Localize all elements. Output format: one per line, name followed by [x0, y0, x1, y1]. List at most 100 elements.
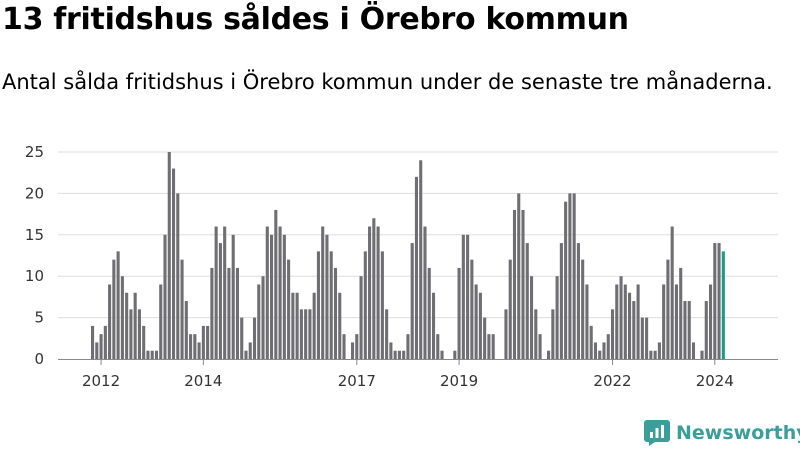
bar — [632, 301, 636, 359]
bar — [244, 350, 248, 359]
bar — [363, 251, 367, 359]
bar — [657, 342, 661, 359]
x-tick-label: 2014 — [184, 372, 222, 390]
bar — [636, 284, 640, 359]
bar — [193, 334, 197, 359]
y-tick-label: 10 — [25, 267, 44, 285]
bar — [308, 309, 312, 359]
bar — [419, 160, 423, 359]
bar — [248, 342, 252, 359]
bar — [402, 350, 406, 359]
bar — [299, 309, 303, 359]
bar — [282, 234, 286, 359]
bar — [265, 226, 269, 359]
data-label: 13 — [743, 0, 763, 4]
bar — [504, 309, 508, 359]
chart-subtitle: Antal sålda fritidshus i Örebro kommun u… — [2, 70, 773, 94]
bar — [270, 234, 274, 359]
bar — [223, 226, 227, 359]
bar — [321, 226, 325, 359]
bar — [713, 243, 717, 359]
bar — [406, 334, 410, 359]
bar — [189, 334, 193, 359]
bar — [547, 350, 551, 359]
bar — [167, 152, 171, 359]
newsworthy-logo-icon — [644, 420, 670, 446]
bar — [201, 325, 205, 359]
bar — [103, 325, 107, 359]
bar — [687, 301, 691, 359]
bar — [478, 292, 482, 359]
bar — [368, 226, 372, 359]
bar — [142, 325, 146, 359]
y-tick-label: 25 — [25, 143, 44, 161]
bar — [112, 259, 116, 359]
bar — [670, 226, 674, 359]
x-tick-label: 2022 — [593, 372, 631, 390]
bar — [108, 284, 112, 359]
x-tick-label: 2012 — [82, 372, 120, 390]
bar — [517, 193, 521, 359]
bar — [414, 176, 419, 359]
bar — [615, 284, 619, 359]
bar — [376, 226, 380, 359]
bar — [146, 350, 150, 359]
bar — [628, 292, 632, 359]
bar — [666, 259, 670, 359]
bars — [91, 152, 725, 359]
bar — [137, 309, 141, 359]
bar — [227, 267, 231, 359]
bar — [333, 267, 338, 359]
bar — [679, 267, 683, 359]
bar — [653, 350, 657, 359]
bar — [483, 317, 487, 359]
brand-name: Newsworthy — [676, 422, 800, 444]
bar — [116, 251, 120, 359]
bar — [700, 350, 704, 359]
bar — [619, 276, 623, 359]
bar — [512, 209, 517, 359]
x-tick-label: 2017 — [338, 372, 376, 390]
bar — [576, 243, 580, 359]
bar — [129, 309, 133, 359]
bar — [529, 276, 534, 359]
bar — [683, 301, 687, 359]
bar — [257, 284, 261, 359]
bar — [261, 276, 265, 359]
bar — [214, 226, 218, 359]
bar — [180, 259, 184, 359]
bar — [602, 342, 606, 359]
bar — [231, 234, 235, 359]
bar — [295, 292, 299, 359]
bar — [91, 325, 95, 359]
bar — [581, 259, 585, 359]
bar — [423, 226, 427, 359]
bar — [410, 243, 414, 359]
bar — [649, 350, 653, 359]
bar — [674, 284, 678, 359]
chart-title: 13 fritidshus såldes i Örebro kommun — [2, 2, 629, 37]
bar — [598, 350, 602, 359]
bar — [163, 234, 167, 359]
bar — [372, 218, 376, 359]
bar — [427, 267, 431, 359]
bar — [440, 350, 444, 359]
bar — [312, 292, 316, 359]
brand: Newsworthy — [644, 420, 800, 446]
bar — [431, 292, 436, 359]
bar — [218, 243, 222, 359]
y-tick-label: 5 — [34, 309, 44, 327]
bar — [717, 243, 721, 359]
bar — [176, 193, 180, 359]
bar — [397, 350, 401, 359]
bar — [252, 317, 257, 359]
bar — [389, 342, 393, 359]
x-axis-ticks: 2012 2014 2017 2019 2022 2024 — [82, 359, 734, 390]
bar — [457, 267, 461, 359]
bar — [551, 309, 555, 359]
bar — [572, 193, 576, 359]
y-tick-label: 15 — [25, 226, 44, 244]
bar — [240, 317, 244, 359]
y-tick-label: 20 — [25, 184, 44, 202]
bar — [640, 317, 644, 359]
